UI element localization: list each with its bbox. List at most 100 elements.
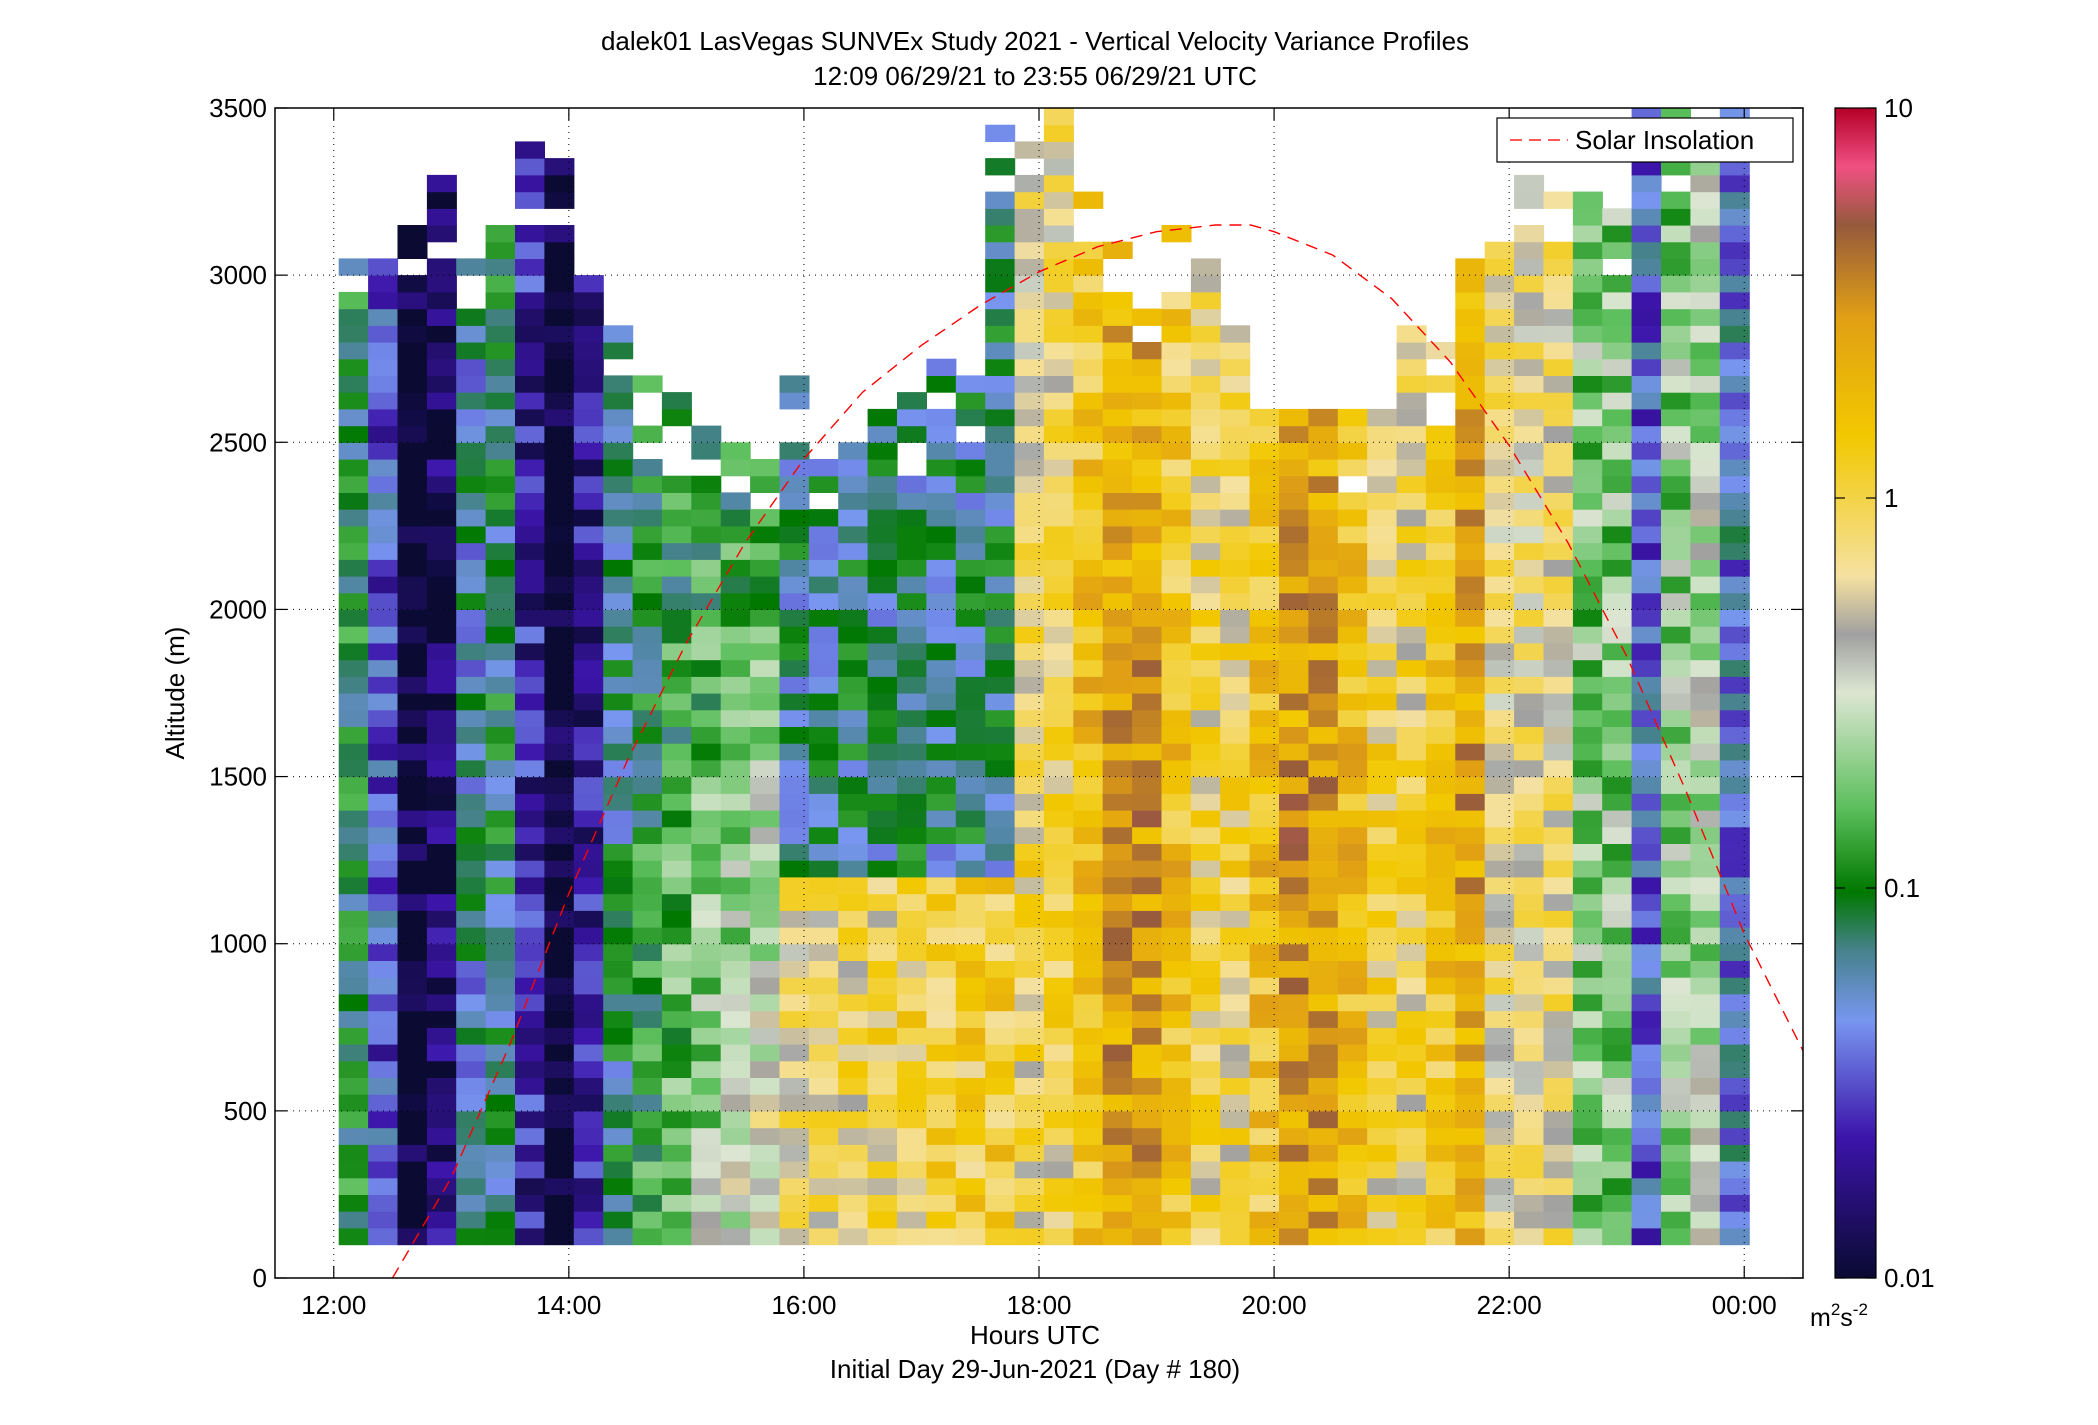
- heatmap-cell: [808, 876, 839, 895]
- heatmap-cell: [1455, 275, 1486, 293]
- heatmap-cell: [426, 726, 457, 744]
- heatmap-cell: [426, 191, 457, 209]
- heatmap-cell: [544, 642, 575, 661]
- heatmap-cell: [1073, 893, 1104, 911]
- heatmap-cell: [1161, 626, 1192, 644]
- heatmap-cell: [985, 576, 1016, 594]
- heatmap-cell: [573, 977, 604, 995]
- heatmap-cell: [808, 893, 839, 911]
- heatmap-cell: [1514, 225, 1545, 243]
- heatmap-cell: [603, 1027, 634, 1045]
- heatmap-cell: [691, 492, 722, 510]
- heatmap-cell: [838, 1177, 869, 1195]
- heatmap-cell: [1425, 826, 1456, 844]
- heatmap-cell: [985, 810, 1016, 828]
- heatmap-cell: [368, 542, 399, 560]
- heatmap-cell: [1602, 1161, 1633, 1179]
- heatmap-cell: [485, 308, 516, 326]
- heatmap-cell: [1661, 475, 1691, 493]
- heatmap-cell: [1572, 509, 1603, 527]
- heatmap-cell: [1132, 1177, 1163, 1195]
- heatmap-cell: [426, 993, 457, 1012]
- heatmap-cell: [1279, 509, 1309, 527]
- heatmap-cell: [1043, 1227, 1074, 1246]
- heatmap-cell: [573, 425, 604, 443]
- heatmap-cell: [485, 492, 516, 510]
- heatmap-cell: [1690, 1060, 1721, 1078]
- heatmap-cell: [1690, 1027, 1721, 1045]
- heatmap-cell: [573, 542, 604, 560]
- heatmap-cell: [1631, 759, 1662, 778]
- heatmap-cell: [1543, 826, 1574, 844]
- heatmap-cell: [808, 642, 839, 661]
- heatmap-cell: [632, 860, 663, 878]
- heatmap-cell: [1014, 609, 1045, 627]
- heatmap-cell: [1337, 693, 1368, 711]
- heatmap-cell: [1132, 977, 1163, 995]
- heatmap-cell: [544, 509, 575, 527]
- heatmap-cell: [1572, 258, 1603, 276]
- heatmap-cell: [955, 993, 986, 1012]
- heatmap-cell: [955, 1161, 986, 1179]
- heatmap-cell: [1719, 408, 1750, 427]
- heatmap-cell: [1014, 509, 1045, 527]
- heatmap-cell: [603, 559, 634, 577]
- heatmap-cell: [573, 1227, 604, 1246]
- heatmap-cell: [1455, 726, 1486, 744]
- heatmap-cell: [1132, 358, 1163, 376]
- heatmap-cell: [515, 241, 545, 259]
- heatmap-cell: [456, 1110, 487, 1129]
- heatmap-cell: [426, 977, 457, 995]
- heatmap-cell: [720, 659, 751, 677]
- heatmap-cell: [1396, 1010, 1427, 1028]
- heatmap-cell: [1043, 308, 1074, 326]
- heatmap-cell: [632, 626, 663, 644]
- heatmap-cell: [397, 693, 428, 711]
- heatmap-cell: [1279, 960, 1309, 978]
- heatmap-cell: [1220, 659, 1251, 677]
- heatmap-cell: [1514, 1211, 1545, 1229]
- heatmap-cell: [779, 626, 810, 644]
- heatmap-cell: [544, 977, 575, 995]
- heatmap-cell: [1249, 459, 1280, 477]
- heatmap-cell: [1690, 626, 1721, 644]
- heatmap-cell: [1043, 726, 1074, 744]
- heatmap-cell: [897, 709, 927, 727]
- heatmap-cell: [1161, 1077, 1192, 1095]
- heatmap-cell: [1073, 291, 1104, 310]
- heatmap-cell: [1484, 1227, 1515, 1246]
- heatmap-cell: [1043, 993, 1074, 1012]
- heatmap-cell: [955, 1194, 986, 1212]
- heatmap-cell: [1514, 826, 1545, 844]
- heatmap-cell: [515, 576, 545, 594]
- heatmap-cell: [661, 977, 692, 995]
- heatmap-cell: [1337, 1010, 1368, 1028]
- heatmap-cell: [779, 876, 810, 895]
- heatmap-cell: [573, 375, 604, 393]
- heatmap-cell: [1690, 225, 1721, 243]
- heatmap-cell: [485, 609, 516, 627]
- heatmap-cell: [750, 1144, 781, 1162]
- heatmap-cell: [603, 325, 634, 343]
- heatmap-cell: [632, 576, 663, 594]
- heatmap-cell: [1190, 525, 1221, 544]
- heatmap-cell: [573, 776, 604, 794]
- heatmap-cell: [1279, 492, 1309, 510]
- heatmap-cell: [1719, 726, 1750, 744]
- heatmap-cell: [661, 392, 692, 410]
- heatmap-cell: [1455, 927, 1486, 945]
- heatmap-cell: [1425, 342, 1456, 360]
- heatmap-cell: [661, 1161, 692, 1179]
- heatmap-cell: [1161, 342, 1192, 360]
- heatmap-cell: [779, 1227, 810, 1246]
- heatmap-cell: [1279, 1010, 1309, 1028]
- heatmap-cell: [1602, 943, 1633, 961]
- heatmap-cell: [426, 576, 457, 594]
- heatmap-cell: [1661, 1211, 1691, 1229]
- heatmap-cell: [1661, 1144, 1691, 1162]
- heatmap-cell: [867, 442, 898, 460]
- heatmap-cell: [573, 1010, 604, 1028]
- heatmap-cell: [1690, 408, 1721, 427]
- heatmap-cell: [720, 642, 751, 661]
- heatmap-cell: [1367, 943, 1398, 961]
